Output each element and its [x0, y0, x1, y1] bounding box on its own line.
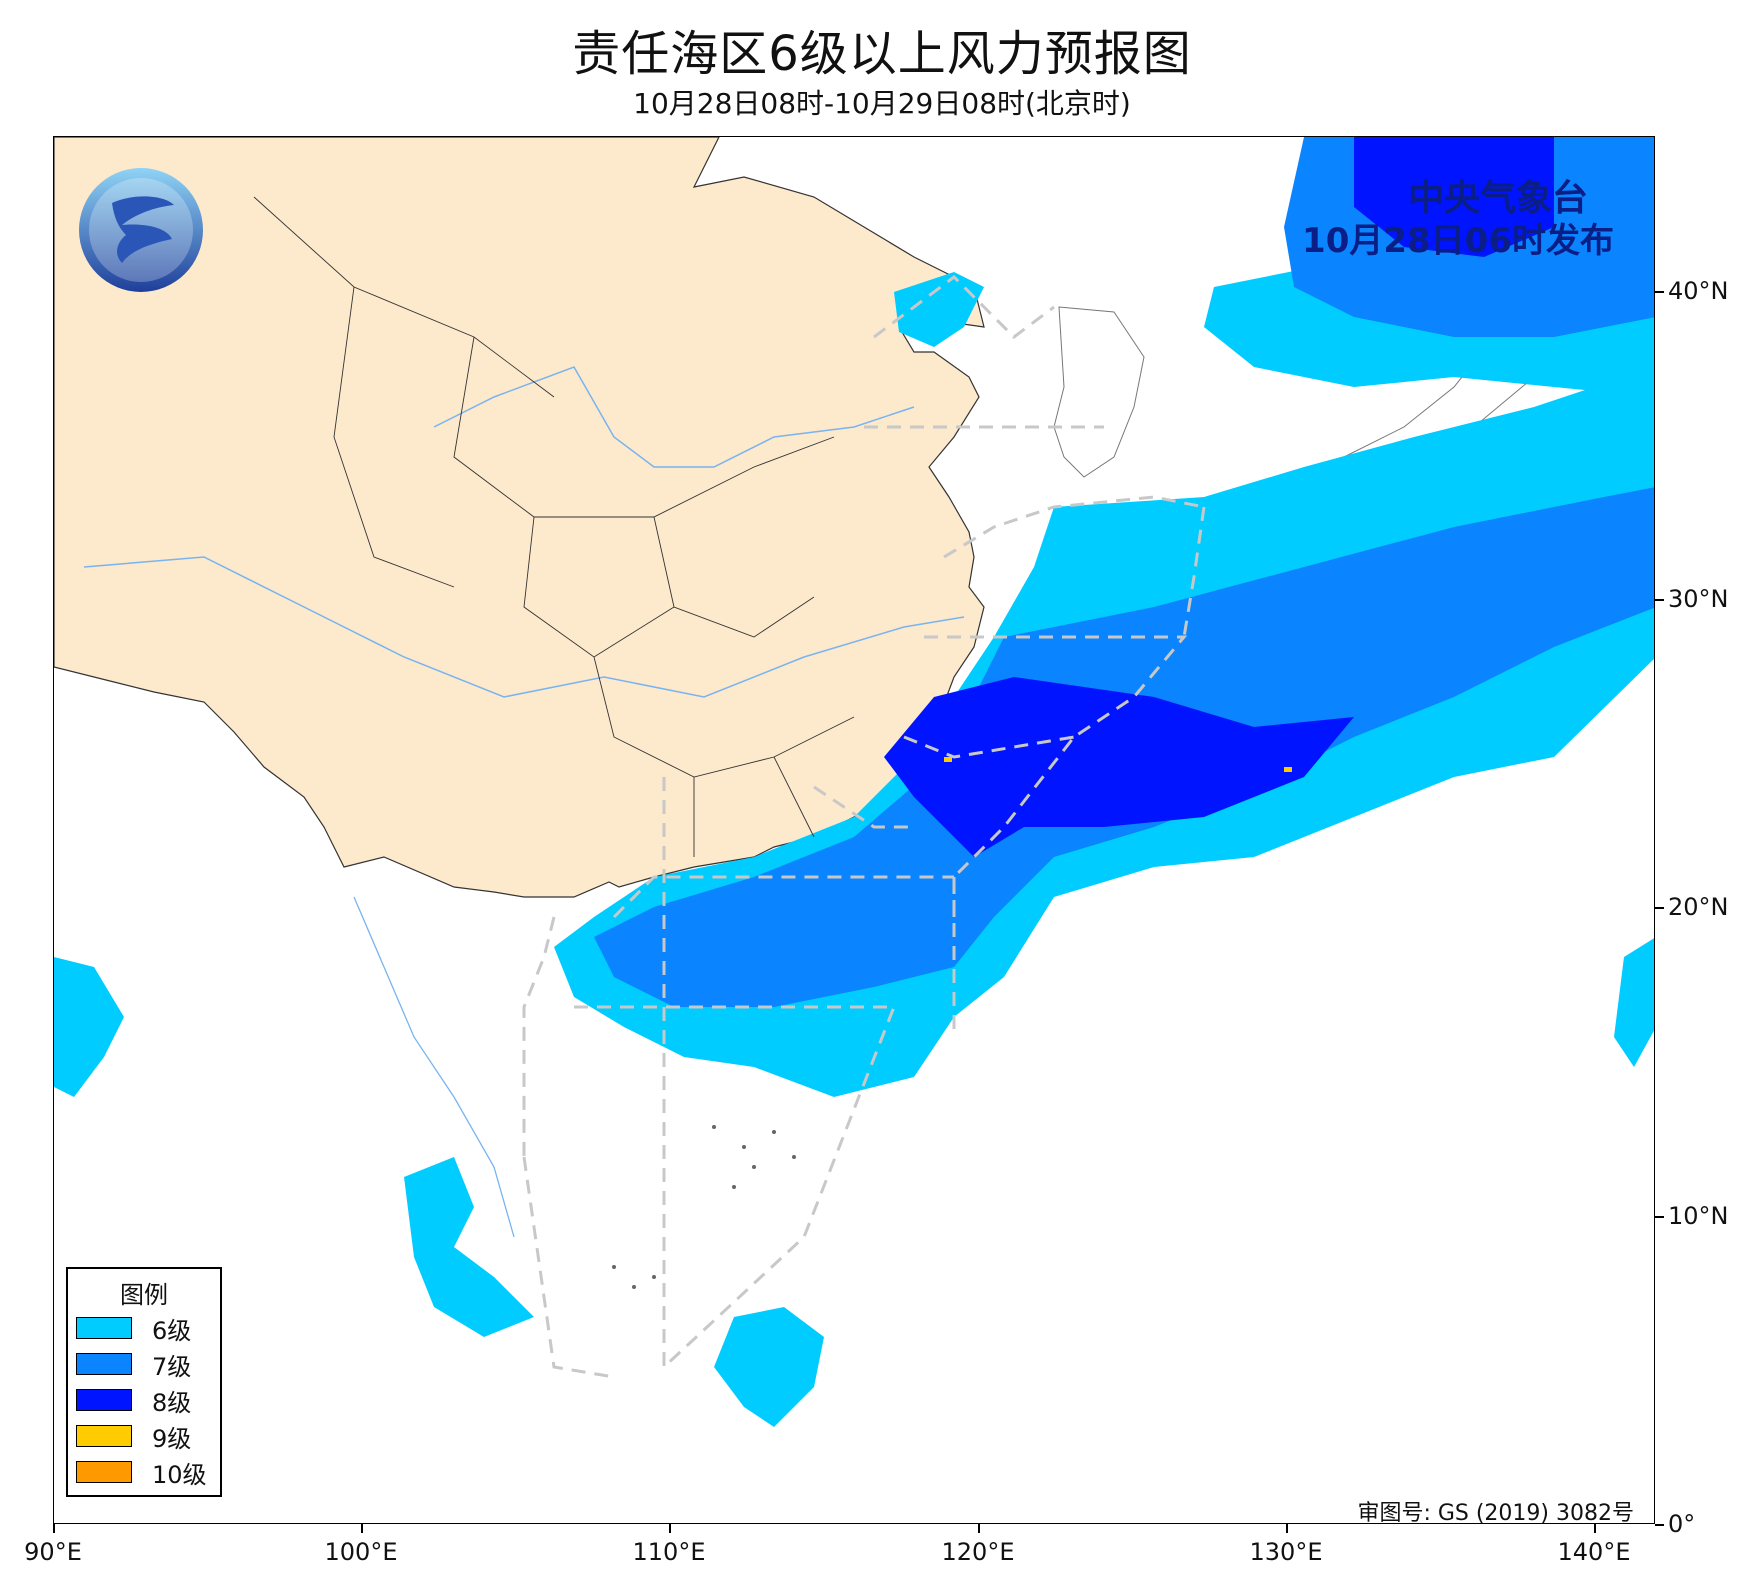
y-tickmark [1655, 1524, 1664, 1526]
legend-item: 8级 [76, 1385, 192, 1417]
wind-level6-gulf-thailand [404, 1157, 534, 1337]
mekong-river [353, 896, 515, 1238]
wind-level6-north [894, 272, 984, 347]
y-tickmark [1655, 291, 1664, 293]
korea-land [1053, 306, 1145, 478]
x-tickmark [1286, 1524, 1288, 1533]
legend-swatch [76, 1353, 132, 1375]
legend-label: 7级 [152, 1352, 192, 1381]
cma-logo-icon [74, 163, 208, 297]
y-tick-label: 0° [1668, 1510, 1696, 1538]
legend-label: 6级 [152, 1316, 192, 1345]
wind-forecast-map: 中央气象台 10月28日06时发布 图例 6级 7级 8级 9级 10级 审图号… [53, 136, 1655, 1524]
y-tick-label: 10°N [1668, 1202, 1729, 1230]
approval-number: 审图号: GS (2019) 3082号 [1357, 1501, 1634, 1524]
legend-label: 10级 [152, 1460, 207, 1489]
yellow-river [433, 366, 915, 468]
wind-level6-west-edge [54, 957, 124, 1097]
y-tickmark [1655, 1216, 1664, 1218]
y-tick-label: 40°N [1668, 277, 1729, 305]
map-subtitle: 10月28日08时-10月29日08时(北京时) [633, 87, 1131, 120]
legend-swatch [76, 1461, 132, 1483]
map-canvas [54, 137, 1654, 1427]
legend-item: 6级 [76, 1313, 192, 1345]
issuer-block: 中央气象台 10月28日06时发布 [1302, 177, 1614, 262]
legend-label: 8级 [152, 1388, 192, 1417]
x-tick-label: 130°E [1249, 1538, 1323, 1566]
wind-level8 [884, 677, 1354, 857]
legend-label: 9级 [152, 1424, 192, 1453]
legend-item: 10级 [76, 1457, 207, 1489]
wind-level9-spot [944, 757, 952, 762]
legend-swatch [76, 1389, 132, 1411]
y-tick-label: 30°N [1668, 585, 1729, 613]
legend-title: 图例 [120, 1281, 168, 1309]
legend: 图例 6级 7级 8级 9级 10级 [66, 1267, 222, 1497]
x-tickmark [669, 1524, 671, 1533]
y-tickmark [1655, 599, 1664, 601]
south-china-sea-islands [612, 1125, 796, 1289]
issuer-name: 中央气象台 [1407, 178, 1588, 219]
yangtze-river [83, 556, 965, 698]
x-tick-label: 120°E [941, 1538, 1015, 1566]
x-tickmark [53, 1524, 55, 1533]
y-tick-label: 20°N [1668, 893, 1729, 921]
x-tickmark [361, 1524, 363, 1533]
legend-swatch [76, 1425, 132, 1447]
legend-item: 9级 [76, 1421, 192, 1453]
issue-time: 10月28日06时发布 [1302, 220, 1614, 261]
province-boundaries [253, 196, 855, 857]
legend-item: 7级 [76, 1349, 192, 1381]
map-title: 责任海区6级以上风力预报图 [572, 26, 1192, 82]
wind-level6-east-edge [1614, 938, 1654, 1067]
y-tickmark [1655, 907, 1664, 909]
x-tick-label: 90°E [24, 1538, 82, 1566]
wind-level9-spot [1284, 767, 1292, 772]
x-tickmark [978, 1524, 980, 1533]
x-tickmark [1594, 1524, 1596, 1533]
x-tick-label: 110°E [632, 1538, 706, 1566]
sea-zone-lines [522, 275, 1206, 1379]
wind-level8-north [1354, 137, 1554, 257]
legend-swatch [76, 1317, 132, 1339]
x-tick-label: 140°E [1557, 1538, 1631, 1566]
x-tick-label: 100°E [324, 1538, 398, 1566]
wind-level6-scs-south [714, 1307, 824, 1427]
